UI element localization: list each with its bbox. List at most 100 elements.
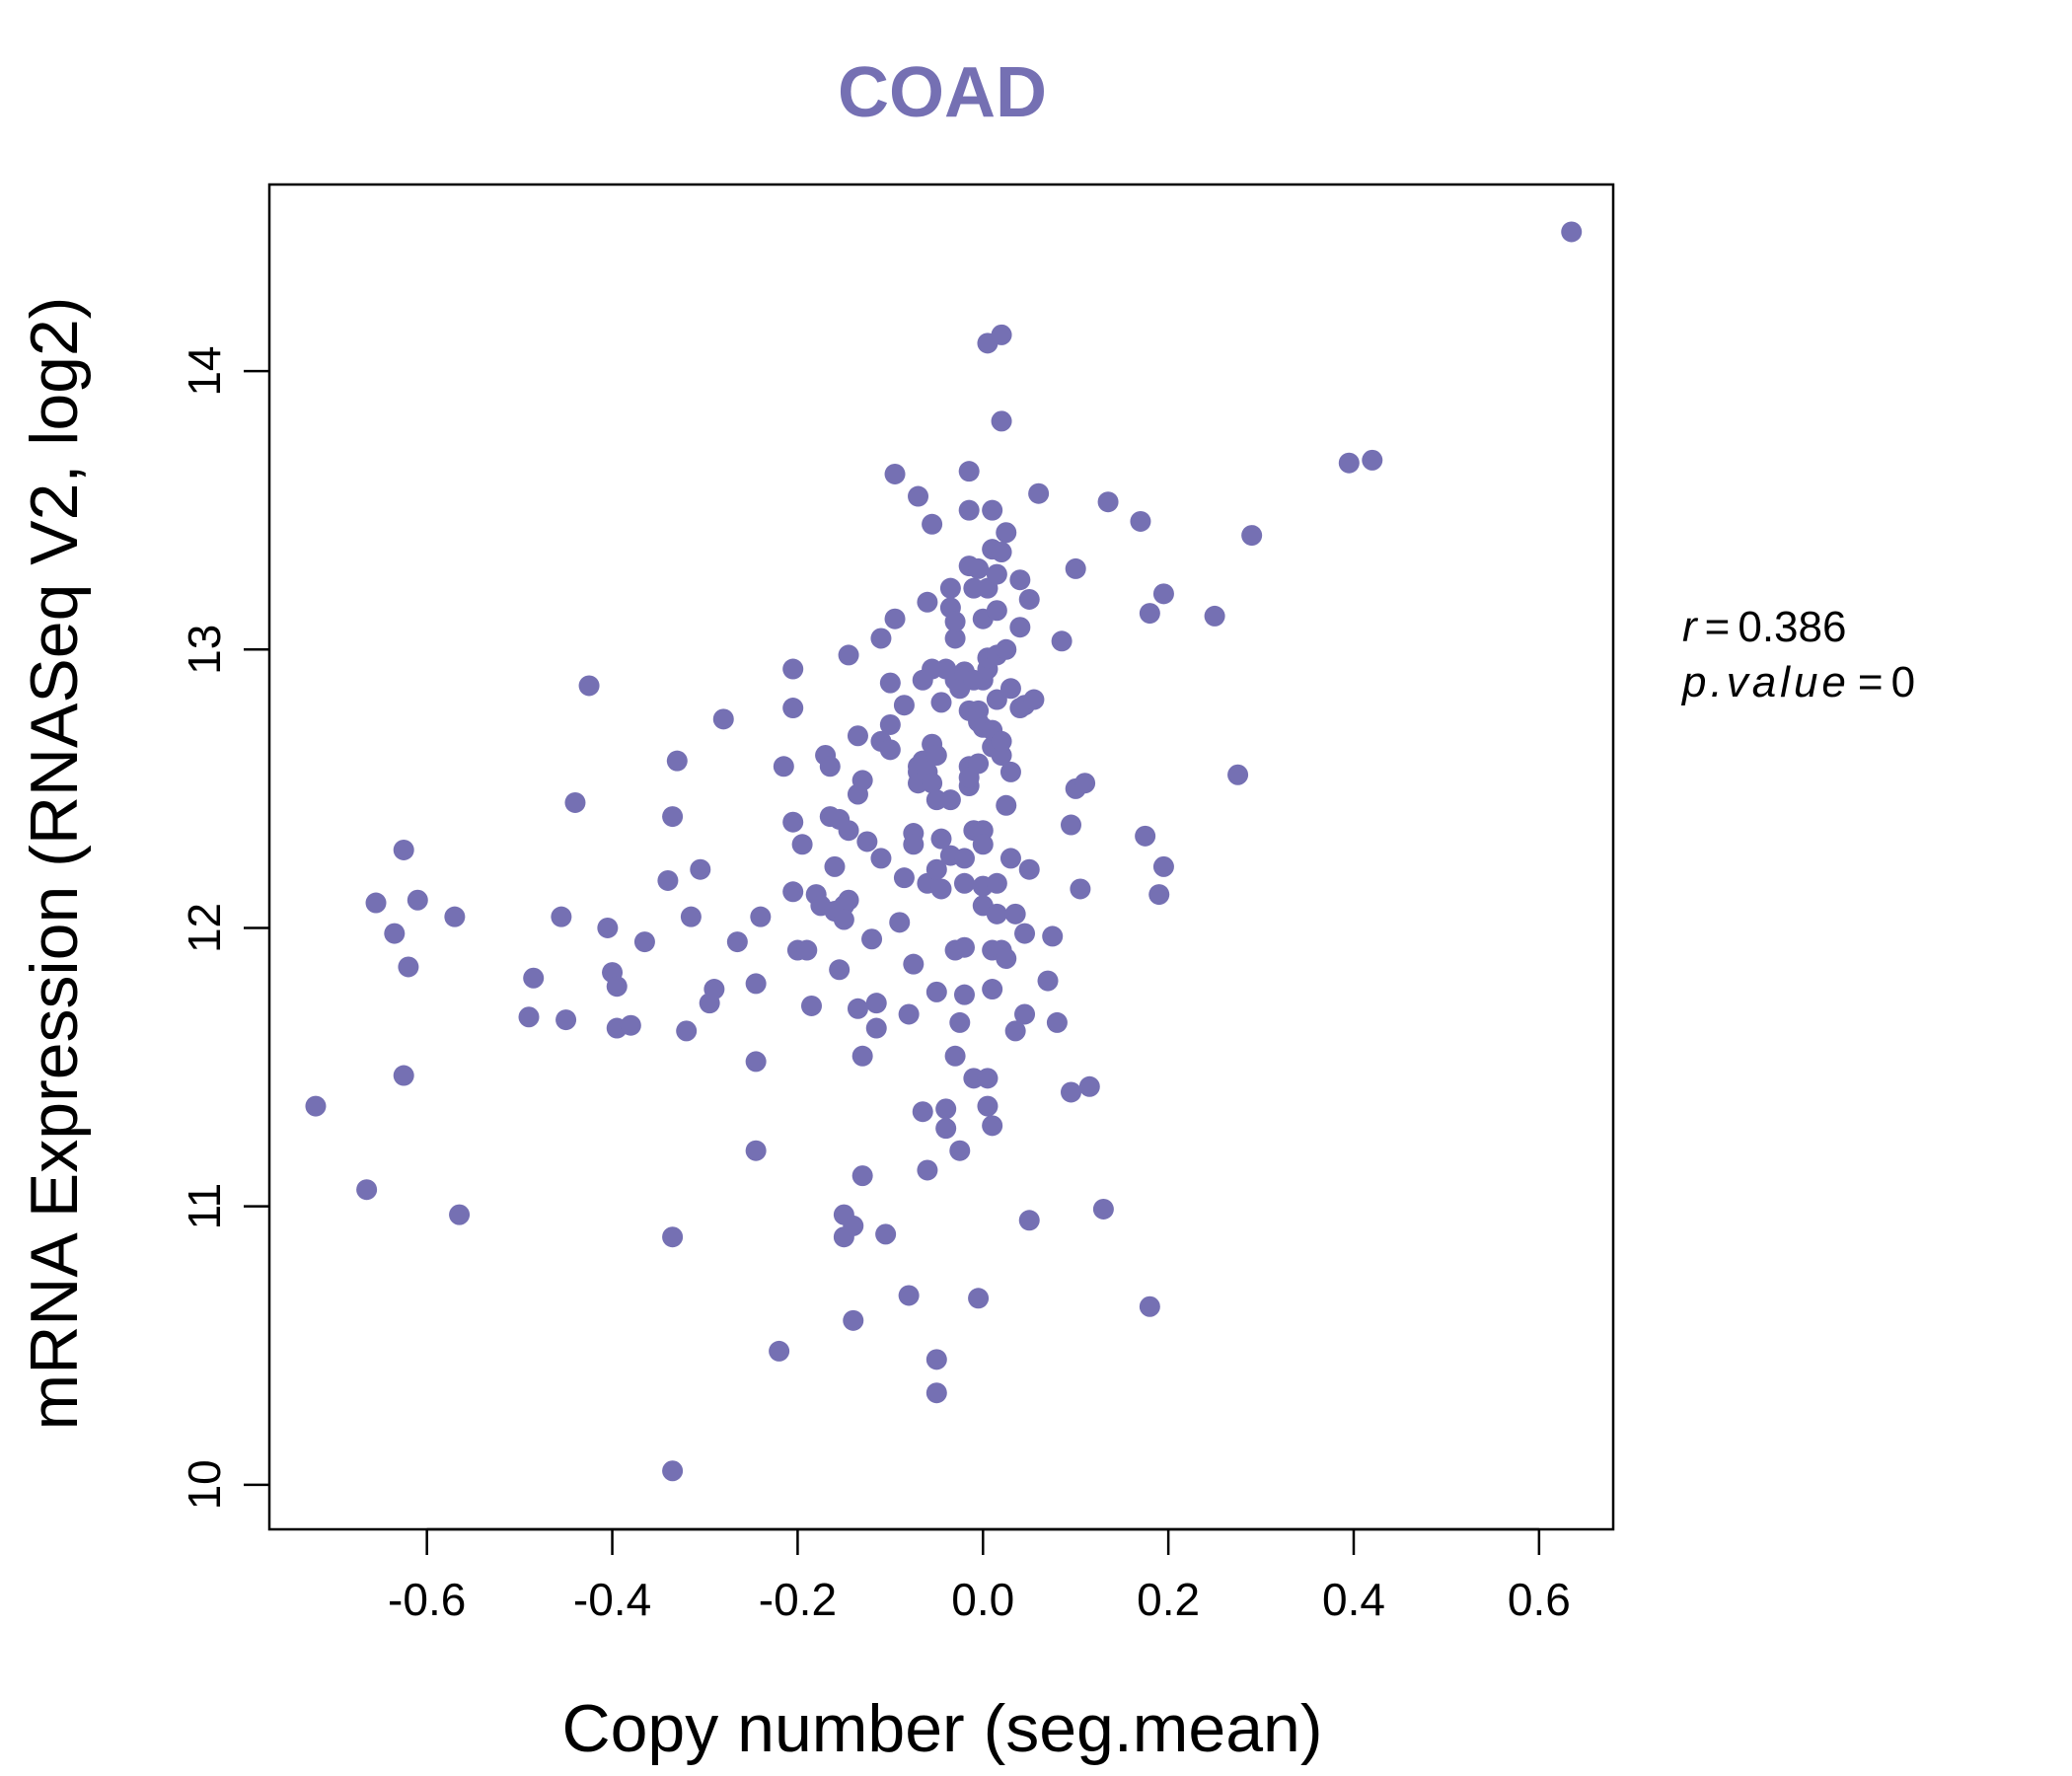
r-equals: =	[1705, 603, 1731, 651]
y-tick-label: 10	[179, 1459, 230, 1510]
data-point	[870, 848, 892, 869]
chart-title: COAD	[838, 53, 1047, 132]
data-point	[1148, 884, 1170, 906]
data-point	[1092, 1198, 1114, 1220]
data-point	[1061, 1081, 1082, 1103]
data-point	[968, 1288, 990, 1309]
data-point	[851, 1165, 873, 1187]
data-point	[991, 324, 1012, 345]
data-point	[796, 939, 818, 961]
data-point	[889, 912, 911, 933]
data-point	[986, 872, 1007, 894]
data-point	[1065, 557, 1086, 579]
data-point	[922, 513, 943, 535]
y-tick-label: 11	[179, 1183, 230, 1230]
data-point	[939, 577, 961, 599]
data-point	[953, 848, 975, 869]
data-point	[1139, 603, 1160, 625]
data-point	[991, 410, 1012, 432]
data-point	[996, 638, 1017, 660]
stats-annotation: r = 0.386 p.value = 0	[1680, 603, 1915, 706]
data-point	[393, 1065, 414, 1086]
data-point	[662, 1226, 684, 1248]
data-point	[986, 563, 1007, 585]
data-point	[884, 608, 906, 629]
data-point	[996, 948, 1017, 970]
data-point	[829, 959, 851, 981]
data-point	[908, 485, 929, 507]
data-point	[922, 773, 943, 794]
data-point	[977, 1095, 999, 1117]
data-point	[843, 1309, 864, 1331]
data-point	[551, 906, 572, 927]
data-point	[949, 1011, 971, 1033]
x-axis-label: Copy number (seg.mean)	[561, 1691, 1322, 1766]
data-point	[1061, 814, 1082, 836]
data-point	[791, 834, 813, 855]
data-point	[1135, 825, 1156, 847]
data-point	[444, 906, 466, 927]
data-point	[676, 1020, 698, 1042]
data-point	[1362, 449, 1383, 471]
data-point	[875, 1223, 897, 1245]
data-point	[773, 756, 794, 777]
data-point	[769, 1340, 790, 1362]
data-point	[449, 1204, 471, 1225]
data-point	[824, 855, 846, 877]
data-point	[865, 993, 887, 1014]
data-point	[1139, 1295, 1160, 1317]
data-point	[953, 984, 975, 1005]
data-point	[843, 1215, 864, 1236]
data-point	[782, 658, 804, 680]
data-point	[712, 708, 734, 730]
data-point	[703, 979, 725, 1000]
data-point	[925, 1349, 947, 1370]
data-point	[726, 931, 748, 953]
data-point	[1074, 773, 1096, 794]
data-point	[903, 834, 925, 855]
data-point	[1227, 764, 1249, 785]
data-point	[365, 892, 387, 914]
data-point	[1037, 970, 1059, 992]
data-point	[879, 672, 901, 694]
data-point	[1046, 1011, 1068, 1033]
data-point	[986, 903, 1007, 925]
y-tick-label: 14	[179, 345, 230, 396]
data-point	[1097, 491, 1119, 513]
data-point	[1023, 689, 1045, 710]
data-point	[903, 953, 925, 975]
data-point	[606, 976, 628, 998]
data-point	[800, 995, 822, 1016]
x-tick-label: -0.2	[759, 1574, 837, 1625]
data-point	[925, 981, 947, 1002]
data-point	[879, 713, 901, 735]
data-point	[917, 1159, 938, 1181]
data-point	[1009, 569, 1031, 591]
data-point	[972, 834, 994, 855]
data-point	[996, 794, 1017, 816]
data-point	[662, 1460, 684, 1482]
data-point	[518, 1006, 540, 1028]
data-point	[912, 1101, 933, 1123]
data-point	[1018, 1210, 1040, 1231]
data-point	[986, 689, 1007, 710]
data-point	[662, 806, 684, 828]
plot-area: -0.6 -0.4 -0.2 0.0 0.2 0.4 0.6 10 11 12 13 14	[179, 183, 1615, 1625]
data-point	[996, 522, 1017, 544]
data-point	[982, 1115, 1003, 1137]
data-point	[666, 750, 688, 772]
data-point	[958, 499, 980, 521]
data-point	[944, 628, 966, 649]
data-point	[953, 872, 975, 894]
x-tick-label: 0.4	[1322, 1574, 1385, 1625]
data-point	[838, 820, 859, 842]
data-point	[1152, 583, 1174, 605]
p-equals: =	[1858, 658, 1884, 706]
data-point	[879, 739, 901, 761]
r-label: r	[1682, 603, 1699, 651]
data-point	[1152, 855, 1174, 877]
data-point	[999, 678, 1021, 700]
data-point	[1018, 588, 1040, 610]
data-point	[1014, 1003, 1036, 1025]
p-statistic: p.value = 0	[1680, 658, 1915, 706]
